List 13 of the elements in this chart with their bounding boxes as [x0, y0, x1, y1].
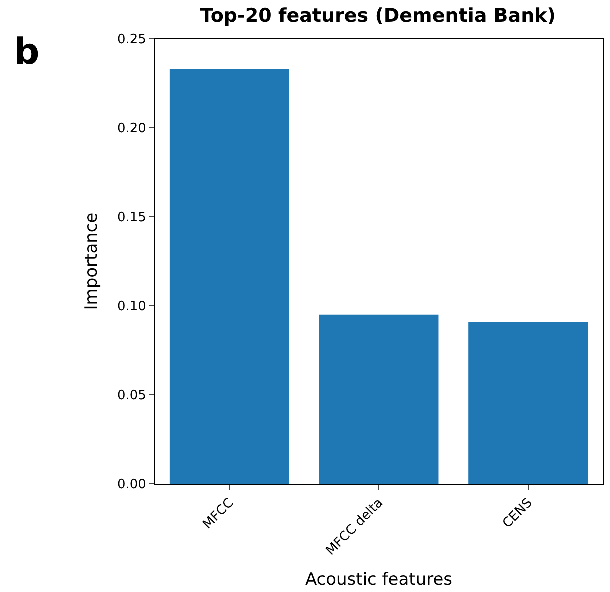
- chart-title: Top-20 features (Dementia Bank): [200, 5, 556, 28]
- y-tick-label: 0.05: [117, 388, 146, 404]
- bar: [468, 322, 588, 484]
- bar: [170, 69, 290, 484]
- y-axis-title: Importance: [82, 212, 102, 310]
- y-tick-label: 0.10: [117, 300, 146, 315]
- y-tick-label: 0.25: [117, 32, 146, 48]
- y-tick-label: 0.20: [117, 122, 146, 137]
- bar: [319, 314, 439, 484]
- y-tick-label: 0.15: [117, 210, 146, 226]
- x-axis-title: Acoustic features: [305, 570, 453, 590]
- y-tick-label: 0.00: [117, 478, 146, 493]
- text: b: [14, 32, 40, 73]
